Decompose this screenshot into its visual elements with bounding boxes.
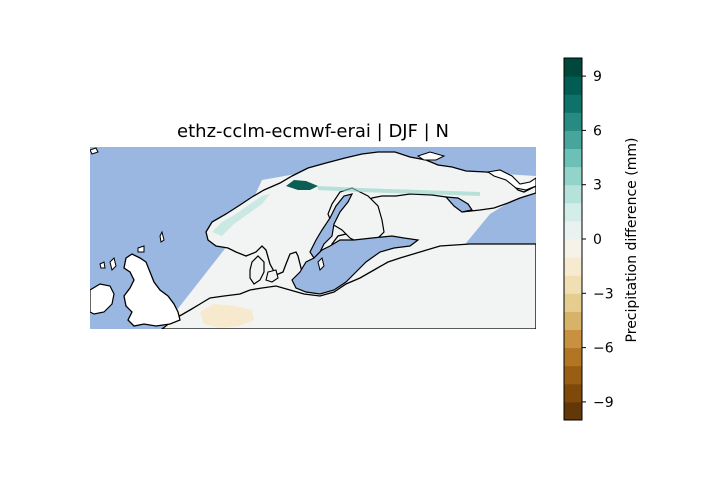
colorbar-tick-label: −6	[593, 341, 614, 357]
colorbar-segment	[564, 401, 582, 421]
colorbar-tick-label: 3	[593, 178, 602, 194]
colorbar-segment	[564, 58, 582, 77]
colorbar-segment	[564, 166, 582, 186]
colorbar-segment	[564, 383, 582, 403]
island-shetland	[159, 230, 165, 243]
colorbar-segment	[564, 311, 582, 330]
island-faroe	[99, 261, 106, 269]
colorbar-tick-label: 6	[593, 123, 602, 139]
land-north-russia	[486, 169, 536, 191]
anomaly-dry-southwest	[200, 304, 254, 328]
arctic-coast	[90, 147, 99, 155]
chart-title: ethz-cclm-ecmwf-erai | DJF | N	[177, 121, 449, 142]
colorbar-segment	[564, 76, 582, 95]
anomaly-north-norway	[286, 180, 318, 190]
colorbar-segment	[564, 220, 582, 240]
colorbar-segment	[564, 184, 582, 204]
colorbar-tick-label: 9	[593, 69, 602, 85]
colorbar-segment	[564, 293, 582, 312]
colorbar-segment	[564, 365, 582, 385]
colorbar-segment	[564, 130, 582, 149]
colorbar-segment	[564, 347, 582, 367]
white-sea	[444, 196, 473, 213]
land-scandinavia	[205, 151, 536, 276]
land-great-britain	[123, 253, 181, 327]
colorbar-segment	[564, 275, 582, 294]
anomaly-west-coast	[212, 194, 270, 236]
land-zealand	[265, 269, 279, 283]
land-denmark	[249, 255, 265, 285]
colorbar-segment	[564, 202, 582, 222]
land-ireland	[90, 283, 115, 315]
anomaly-coast-band	[318, 186, 480, 196]
colorbar-segment	[564, 239, 582, 258]
island-orkney	[137, 245, 145, 253]
colorbar-tick-label: 0	[593, 232, 602, 248]
colorbar-segment	[564, 112, 582, 131]
land-continent	[160, 243, 536, 329]
colorbar-segment	[564, 329, 582, 349]
colorbar-segment	[564, 257, 582, 276]
colorbar-tick-label: −9	[593, 395, 614, 411]
island-hebrides	[109, 257, 117, 271]
colorbar-tick-label: −3	[593, 286, 614, 302]
baltic-sea	[291, 235, 420, 295]
map-axes	[90, 147, 536, 329]
arctic-islands	[416, 151, 446, 161]
colorbar-segment	[564, 94, 582, 113]
colorbar-segment	[564, 148, 582, 168]
island-gotland	[317, 257, 325, 271]
gulf-of-bothnia	[309, 193, 354, 259]
colorbar-label: Precipitation difference (mm)	[624, 137, 640, 343]
colorbar: −9 −6 −3 0 3 6 9	[563, 57, 614, 421]
